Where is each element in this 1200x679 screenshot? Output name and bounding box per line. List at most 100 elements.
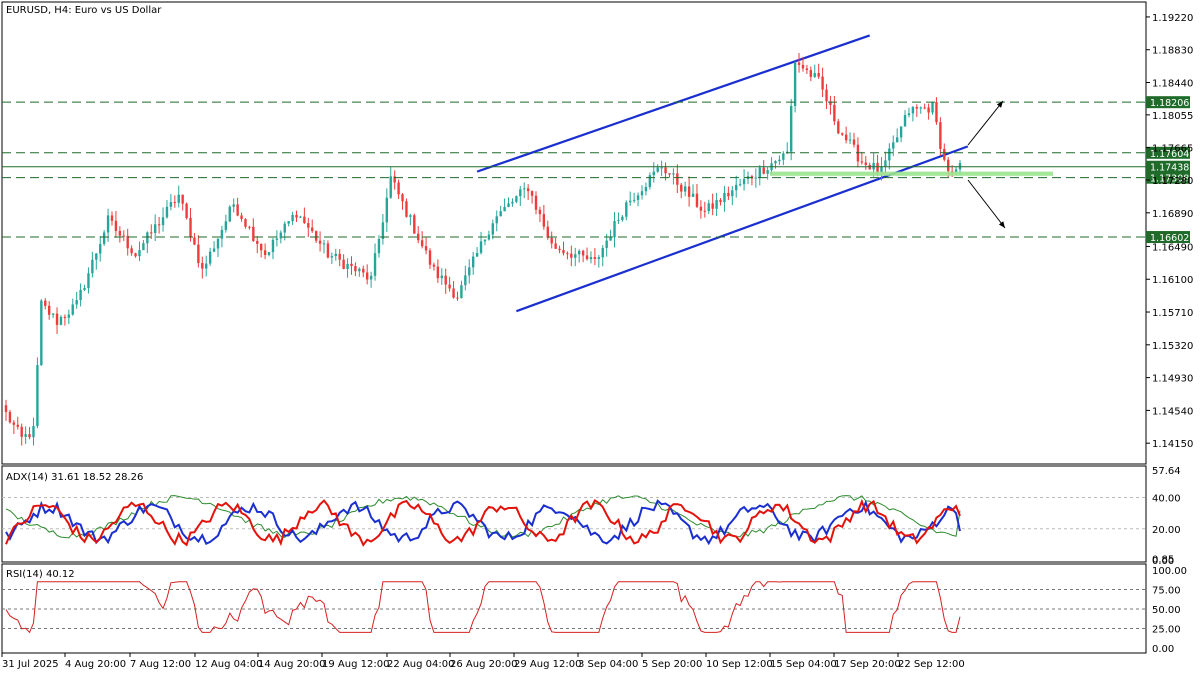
candle-body bbox=[369, 275, 373, 280]
time-tick-label: 22 Aug 04:00 bbox=[387, 659, 454, 670]
candle-body bbox=[362, 268, 365, 273]
chart-title: EURUSD, H4: Euro vs US Dollar bbox=[6, 5, 162, 16]
candle-body bbox=[703, 210, 707, 212]
candle-body bbox=[487, 234, 491, 240]
level-tag bbox=[1146, 231, 1190, 244]
down-right-arrow-head bbox=[998, 221, 1005, 228]
price-tick-label: 1.15320 bbox=[1152, 341, 1193, 352]
candle-body bbox=[711, 203, 714, 209]
candle-body bbox=[452, 288, 455, 298]
candle-body bbox=[95, 253, 98, 260]
price-tick-label: 1.17280 bbox=[1152, 176, 1193, 187]
candle-body bbox=[687, 186, 691, 197]
candle-body bbox=[63, 316, 67, 318]
candle-body bbox=[405, 201, 408, 217]
candle-body bbox=[130, 248, 133, 254]
candle-body bbox=[789, 105, 793, 152]
candle-body bbox=[228, 206, 231, 222]
candle-body bbox=[507, 203, 510, 207]
level-label: 1.16602 bbox=[1150, 233, 1189, 244]
candle-body bbox=[99, 244, 102, 254]
candle-body bbox=[695, 193, 699, 207]
candle-body bbox=[723, 192, 726, 203]
candle-body bbox=[350, 263, 353, 267]
adx-plus-di-line bbox=[5, 499, 961, 546]
candle-body bbox=[189, 218, 192, 238]
candle-body bbox=[515, 196, 518, 202]
candle-body bbox=[177, 194, 180, 203]
candle-body bbox=[629, 200, 632, 203]
price-tick-label: 1.14540 bbox=[1152, 406, 1193, 417]
main-pane bbox=[1, 1, 1147, 465]
candle-body bbox=[201, 263, 204, 269]
candle-body bbox=[483, 239, 487, 242]
candle-body bbox=[460, 285, 463, 299]
price-tick-label: 1.18830 bbox=[1152, 46, 1193, 57]
level-tag bbox=[1146, 96, 1190, 109]
time-tick-label: 7 Aug 12:00 bbox=[130, 659, 191, 670]
rsi-label: RSI(14) 40.12 bbox=[6, 569, 75, 580]
candle-body bbox=[715, 200, 718, 209]
candle-body bbox=[338, 253, 341, 260]
candles-group bbox=[4, 53, 962, 446]
candle-body bbox=[464, 275, 467, 286]
candle-body bbox=[762, 167, 765, 174]
candle-body bbox=[197, 244, 200, 264]
candle-body bbox=[683, 186, 687, 192]
candle-body bbox=[283, 223, 286, 233]
candle-body bbox=[676, 173, 679, 185]
candle-body bbox=[448, 284, 451, 289]
candle-body bbox=[138, 250, 141, 257]
time-tick-label: 19 Aug 12:00 bbox=[322, 659, 389, 670]
candle-body bbox=[303, 216, 306, 224]
candle-body bbox=[813, 73, 816, 77]
channel-upper-line bbox=[476, 34, 871, 173]
level-label: 1.17308 bbox=[1150, 174, 1189, 185]
candle-body bbox=[719, 200, 722, 203]
candle-body bbox=[401, 194, 404, 202]
level-tag bbox=[1146, 146, 1190, 159]
candle-body bbox=[161, 217, 165, 226]
candle-body bbox=[173, 202, 177, 204]
candle-body bbox=[169, 202, 173, 207]
candle-body bbox=[157, 224, 161, 226]
candle-body bbox=[935, 102, 938, 123]
candle-body bbox=[44, 300, 47, 306]
candle-body bbox=[911, 107, 915, 114]
candle-body bbox=[381, 222, 385, 239]
candle-body bbox=[943, 148, 946, 160]
level-tag bbox=[1146, 171, 1190, 184]
candle-body bbox=[342, 259, 345, 269]
candle-body bbox=[468, 267, 471, 276]
rsi-tick-label: 75.00 bbox=[1152, 586, 1181, 597]
candle-body bbox=[102, 232, 106, 245]
candle-body bbox=[267, 252, 271, 255]
candle-body bbox=[330, 256, 334, 258]
candle-body bbox=[566, 253, 569, 255]
candle-body bbox=[71, 304, 74, 315]
price-tick-label: 1.18055 bbox=[1152, 111, 1193, 122]
adx-main-line bbox=[5, 495, 961, 539]
candle-body bbox=[664, 167, 667, 174]
candle-body bbox=[617, 220, 620, 222]
candle-body bbox=[456, 297, 459, 299]
candle-body bbox=[829, 101, 832, 105]
candle-body bbox=[75, 300, 78, 305]
candle-body bbox=[373, 253, 377, 276]
candle-body bbox=[503, 206, 506, 212]
candle-body bbox=[939, 122, 942, 149]
candle-body bbox=[742, 179, 746, 185]
candle-body bbox=[644, 186, 648, 192]
candle-body bbox=[16, 424, 19, 427]
candle-body bbox=[593, 257, 597, 259]
candle-body bbox=[377, 238, 381, 254]
candle-body bbox=[864, 162, 867, 165]
price-tick-label: 1.16890 bbox=[1152, 209, 1193, 220]
candle-body bbox=[805, 68, 809, 71]
time-tick-label: 31 Jul 2025 bbox=[2, 659, 59, 670]
candle-body bbox=[888, 148, 891, 161]
candle-body bbox=[236, 204, 239, 216]
candle-body bbox=[291, 214, 294, 222]
